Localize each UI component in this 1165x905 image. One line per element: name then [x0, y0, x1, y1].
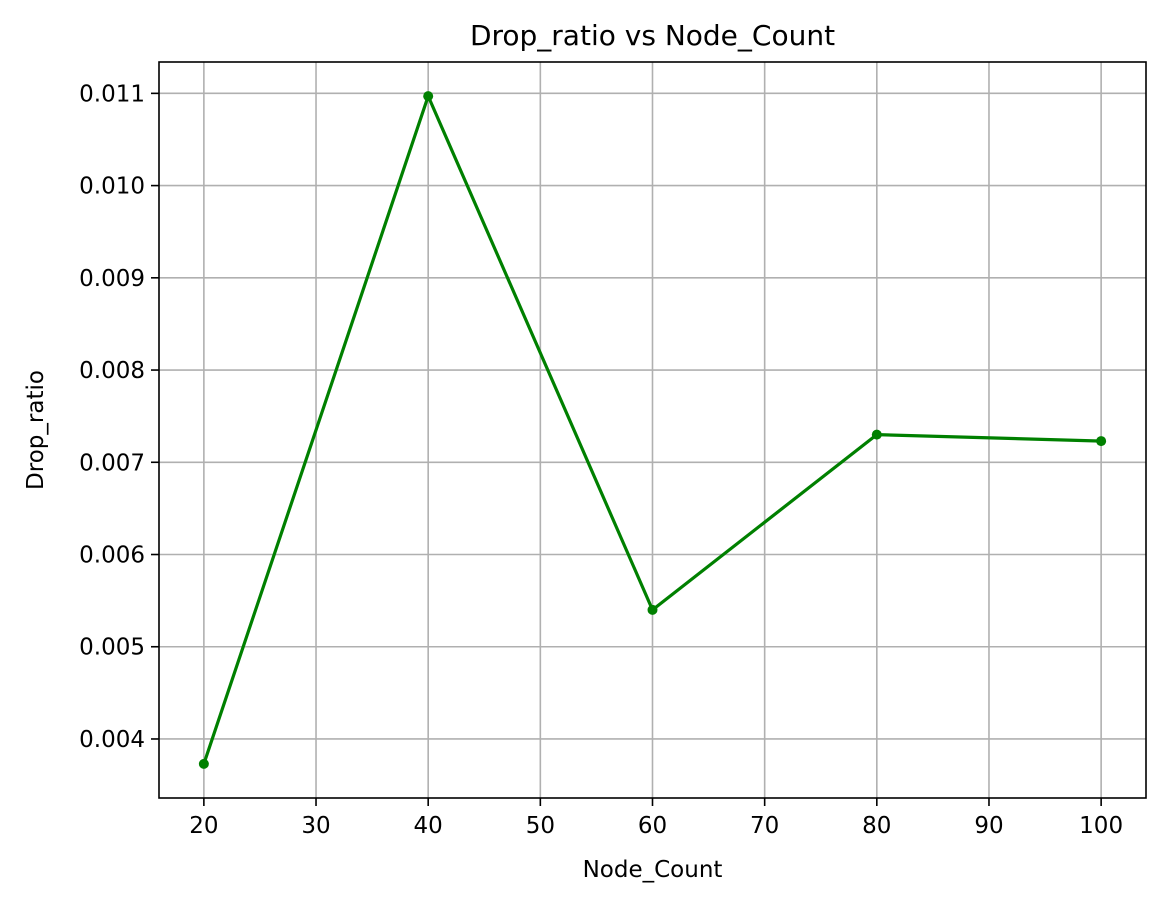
y-tick-label: 0.005 — [79, 635, 145, 661]
grid — [159, 62, 1146, 798]
x-tick-label: 50 — [526, 813, 555, 839]
data-point — [198, 758, 209, 769]
x-tick-label: 40 — [414, 813, 443, 839]
y-tick-label: 0.011 — [79, 81, 145, 107]
y-axis-label: Drop_ratio — [23, 370, 49, 490]
axis-ticks: 20 30 40 50 60 70 80 90 100 0.004 0.005 0.006 0.007 0… — [79, 81, 1123, 839]
x-tick-label: 100 — [1079, 813, 1123, 839]
y-tick-label: 0.004 — [79, 727, 145, 753]
y-tick-label: 0.006 — [79, 543, 145, 569]
plot-frame — [158, 61, 1147, 799]
chart-title: Drop_ratio vs Node_Count — [470, 19, 835, 52]
x-axis-label: Node_Count — [583, 857, 723, 883]
x-tick-label: 30 — [301, 813, 330, 839]
x-tick-label: 70 — [750, 813, 779, 839]
y-tick-label: 0.009 — [79, 266, 145, 292]
x-tick-label: 60 — [638, 813, 667, 839]
data-point — [423, 91, 434, 102]
x-tick-label: 90 — [974, 813, 1003, 839]
y-tick-label: 0.008 — [79, 358, 145, 384]
data-point — [871, 429, 882, 440]
y-tick-label: 0.007 — [79, 450, 145, 476]
series-layer — [198, 91, 1107, 769]
y-tick-label: 0.010 — [79, 174, 145, 200]
data-point — [647, 604, 658, 615]
x-tick-label: 20 — [189, 813, 218, 839]
x-tick-label: 80 — [862, 813, 891, 839]
data-point — [1096, 436, 1107, 447]
